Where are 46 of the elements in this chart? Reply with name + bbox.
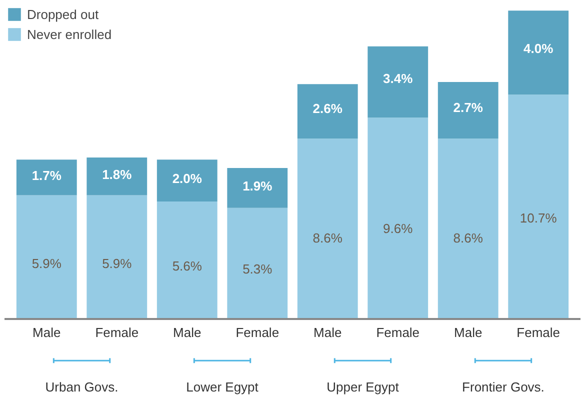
text: Frontier Govs. bbox=[462, 379, 544, 394]
data-label: 5.9% bbox=[32, 256, 62, 271]
x-tick-label: Female bbox=[95, 325, 139, 340]
bar bbox=[16, 195, 77, 319]
bar bbox=[508, 10, 569, 95]
data-label: 5.6% bbox=[172, 258, 202, 274]
bar bbox=[368, 118, 428, 319]
bar bbox=[86, 157, 148, 196]
data-label: 1.7% bbox=[32, 168, 62, 184]
data-label: 5.9% bbox=[102, 256, 132, 271]
data-label: 2.7% bbox=[453, 100, 484, 115]
bar bbox=[86, 195, 148, 319]
bar bbox=[227, 208, 288, 319]
text: Upper Egypt bbox=[326, 379, 400, 394]
data-label: 2.6% bbox=[312, 101, 343, 116]
x-tick-label: Male bbox=[32, 325, 61, 340]
x-tick-label: Female bbox=[236, 325, 280, 340]
data-label: 9.6% bbox=[383, 220, 414, 236]
bar bbox=[16, 160, 77, 196]
data-label: 2.0% bbox=[172, 170, 202, 186]
bar bbox=[227, 168, 288, 208]
x-tick-label: Female bbox=[376, 325, 420, 340]
text: Lower Egypt bbox=[186, 379, 259, 394]
legend-label: Dropped out bbox=[27, 6, 99, 22]
legend-label: Never enrolled bbox=[27, 26, 112, 42]
x-tick-label: Male bbox=[454, 325, 482, 340]
bar bbox=[297, 138, 358, 319]
bar bbox=[297, 84, 358, 139]
bar bbox=[438, 138, 498, 319]
x-tick-label: Male bbox=[314, 325, 342, 340]
bar bbox=[508, 94, 569, 319]
data-label: 8.6% bbox=[312, 230, 343, 246]
data-label: 1.8% bbox=[102, 166, 132, 182]
x-tick-label: Male bbox=[173, 325, 202, 340]
bar bbox=[156, 202, 218, 319]
data-label: 5.3% bbox=[242, 261, 273, 276]
bar bbox=[368, 46, 428, 118]
text: Urban Govs. bbox=[45, 379, 118, 394]
data-label: 4.0% bbox=[524, 40, 554, 56]
data-label: 3.4% bbox=[383, 70, 414, 86]
x-tick-label: Female bbox=[516, 325, 560, 340]
bar bbox=[438, 82, 498, 139]
data-label: 1.9% bbox=[242, 178, 273, 194]
data-label: 8.6% bbox=[453, 230, 484, 246]
bar bbox=[156, 160, 218, 202]
data-label: 10.7% bbox=[520, 210, 558, 226]
